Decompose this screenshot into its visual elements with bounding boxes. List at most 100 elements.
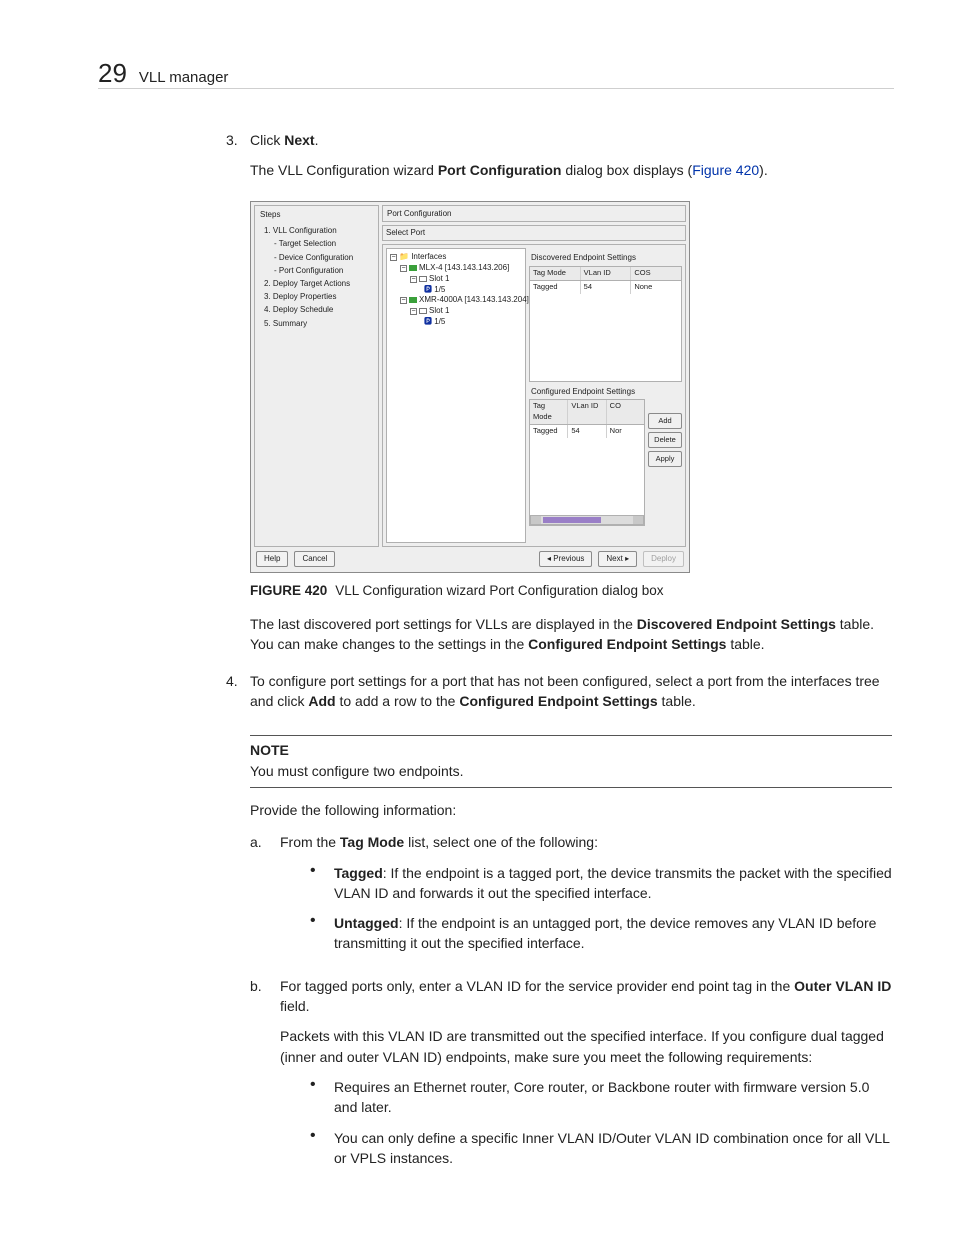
text: For tagged ports only, enter a VLAN ID f… <box>280 978 794 994</box>
collapse-icon[interactable]: − <box>410 276 417 283</box>
configured-table: Tag Mode VLan ID CO Tagged 54 Nor <box>529 399 645 526</box>
deploy-button: Deploy <box>643 551 684 567</box>
col-tagmode: Tag Mode <box>530 267 581 280</box>
tree-port[interactable]: 1/5 <box>434 285 445 294</box>
previous-button[interactable]: ◂ Previous <box>539 551 592 567</box>
delete-button[interactable]: Delete <box>648 432 682 448</box>
bullet-icon: • <box>310 1128 334 1169</box>
header-title: VLL manager <box>139 69 229 86</box>
bullet-req2: • You can only define a specific Inner V… <box>310 1128 892 1169</box>
folder-icon: 📁 <box>399 252 409 261</box>
header-rule <box>98 88 894 89</box>
cell-tagmode: Tagged <box>530 281 581 294</box>
after-figure-para: The last discovered port settings for VL… <box>250 614 892 655</box>
note-rule-top <box>250 735 892 736</box>
step3-line2: The VLL Configuration wizard Port Config… <box>250 160 892 180</box>
text: Requires an Ethernet router, Core router… <box>334 1077 892 1118</box>
col-vlanid: VLan ID <box>581 267 632 280</box>
bold-add: Add <box>308 693 335 709</box>
text: From the <box>280 834 340 850</box>
tree-device[interactable]: XMR-4000A [143.143.143.204] <box>419 295 529 304</box>
port-icon: 🅿 <box>424 285 432 294</box>
col-tagmode: Tag Mode <box>530 400 568 424</box>
figure-link[interactable]: Figure 420 <box>692 162 759 178</box>
slot-icon <box>419 276 427 282</box>
bold-next: Next <box>284 132 314 148</box>
add-button[interactable]: Add <box>648 413 682 429</box>
content: 3. Click Next. The VLL Configuration wiz… <box>226 130 892 1190</box>
bold-configured: Configured Endpoint Settings <box>528 636 726 652</box>
collapse-icon[interactable]: − <box>390 254 397 261</box>
bold-tagged: Tagged <box>334 865 383 881</box>
step-subitem: - Port Configuration <box>258 264 375 277</box>
slot-icon <box>419 308 427 314</box>
col-cos: COS <box>631 267 681 280</box>
next-button[interactable]: Next ▸ <box>598 551 637 567</box>
bold-portconfig: Port Configuration <box>438 162 562 178</box>
page-header: 29 VLL manager <box>98 58 228 89</box>
step-4: 4. To configure port settings for a port… <box>226 671 892 722</box>
scrollbar[interactable] <box>530 515 644 525</box>
cell-vlanid: 54 <box>568 425 606 438</box>
bold-discovered: Discovered Endpoint Settings <box>637 616 836 632</box>
port-icon: 🅿 <box>424 317 432 326</box>
bullet-tagged: • Tagged: If the endpoint is a tagged po… <box>310 863 892 904</box>
step-number: 4. <box>226 671 250 722</box>
steps-title: Steps <box>258 209 375 221</box>
text: . <box>315 132 319 148</box>
substep-b-para2: Packets with this VLAN ID are transmitte… <box>280 1026 892 1067</box>
tree-slot[interactable]: Slot 1 <box>429 274 449 283</box>
tree-device[interactable]: MLX-4 [143.143.143.206] <box>419 263 509 272</box>
step3-line1: Click Next. <box>250 130 892 150</box>
step-item: 2. Deploy Target Actions <box>258 277 375 290</box>
cell-cos: Nor <box>607 425 644 438</box>
tree-port[interactable]: 1/5 <box>434 317 445 326</box>
collapse-icon[interactable]: − <box>400 297 407 304</box>
step-item: 3. Deploy Properties <box>258 290 375 303</box>
collapse-icon[interactable]: − <box>410 308 417 315</box>
cell-cos: None <box>631 281 681 294</box>
bullet-untagged: • Untagged: If the endpoint is an untagg… <box>310 913 892 954</box>
collapse-icon[interactable]: − <box>400 265 407 272</box>
text: table. <box>658 693 696 709</box>
tree-slot[interactable]: Slot 1 <box>429 306 449 315</box>
substep-b-text: For tagged ports only, enter a VLAN ID f… <box>280 976 892 1017</box>
bold-tagmode: Tag Mode <box>340 834 404 850</box>
step-subitem: - Device Configuration <box>258 251 375 264</box>
note-title: NOTE <box>250 740 892 760</box>
text: The last discovered port settings for VL… <box>250 616 637 632</box>
bold-untagged: Untagged <box>334 915 399 931</box>
note-block: NOTE You must configure two endpoints. <box>250 735 892 788</box>
configured-title: Configured Endpoint Settings <box>531 386 682 398</box>
text: You can only define a specific Inner VLA… <box>334 1128 892 1169</box>
steps-panel: Steps 1. VLL Configuration - Target Sele… <box>254 205 379 547</box>
table-row[interactable]: Tagged 54 Nor <box>530 425 644 438</box>
note-text: You must configure two endpoints. <box>250 761 892 781</box>
help-button[interactable]: Help <box>256 551 288 567</box>
apply-button[interactable]: Apply <box>648 451 682 467</box>
text: list, select one of the following: <box>404 834 598 850</box>
step-item: 5. Summary <box>258 317 375 330</box>
select-port-label: Select Port <box>386 227 425 239</box>
port-config-title: Port Configuration <box>387 209 451 218</box>
step-item: 4. Deploy Schedule <box>258 303 375 316</box>
table-row[interactable]: Tagged 54 None <box>530 281 681 294</box>
text: Click <box>250 132 284 148</box>
cancel-button[interactable]: Cancel <box>294 551 335 567</box>
substep-mark: b. <box>250 976 280 1178</box>
bold-outer-vlan: Outer VLAN ID <box>794 978 891 994</box>
text: table. <box>726 636 764 652</box>
interfaces-tree[interactable]: −📁 Interfaces −MLX-4 [143.143.143.206] −… <box>386 248 526 542</box>
text: : If the endpoint is an untagged port, t… <box>334 915 876 951</box>
dialog-footer: Help Cancel ◂ Previous Next ▸ Deploy <box>254 547 686 569</box>
provide-info: Provide the following information: <box>250 800 892 820</box>
step-subitem: - Target Selection <box>258 237 375 250</box>
note-rule-bottom <box>250 787 892 788</box>
text: to add a row to the <box>336 693 460 709</box>
substep-b: b. For tagged ports only, enter a VLAN I… <box>250 976 892 1178</box>
step4-para: To configure port settings for a port th… <box>250 671 892 712</box>
device-icon <box>409 297 417 303</box>
right-title-panel: Port Configuration <box>382 205 686 223</box>
dialog-screenshot: Steps 1. VLL Configuration - Target Sele… <box>250 201 690 573</box>
text: dialog box displays ( <box>561 162 692 178</box>
